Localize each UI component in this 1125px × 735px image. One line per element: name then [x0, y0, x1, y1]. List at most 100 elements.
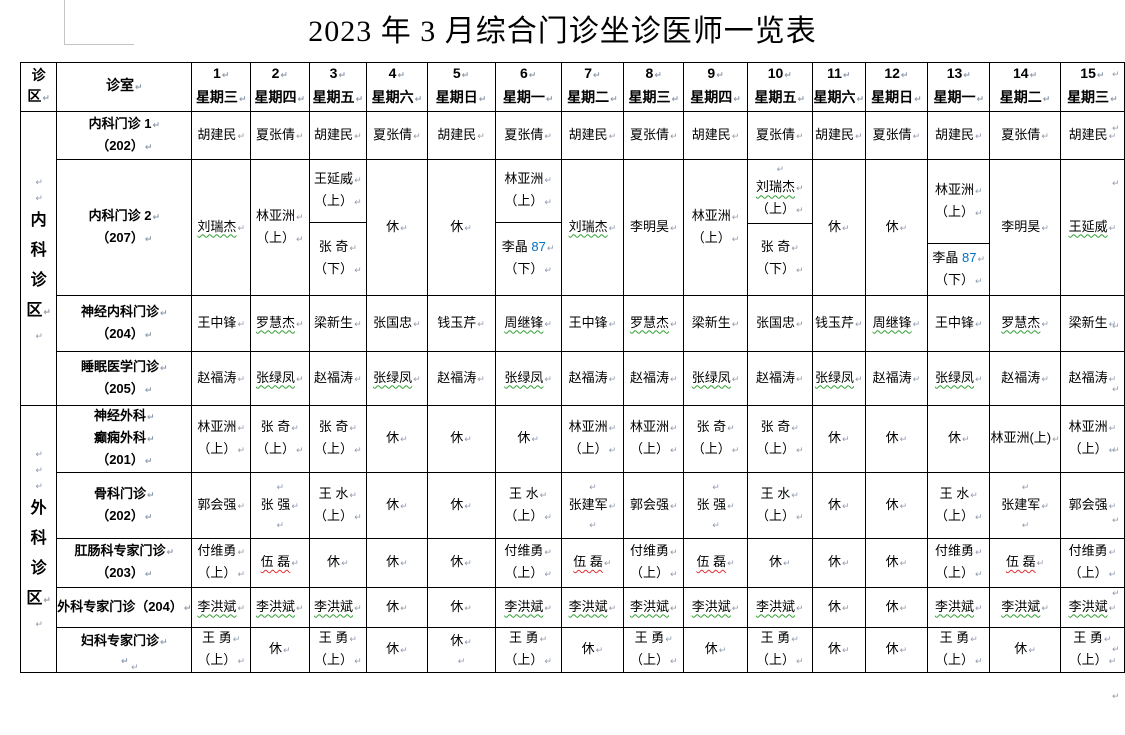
rest-cell: 休↵	[249, 627, 310, 673]
doctor-name: 付维勇	[1068, 543, 1108, 558]
day-column-header: 5↵ 星期日↵	[426, 62, 496, 112]
paragraph-mark: ↵	[464, 223, 472, 234]
document-page: { "title": "2023 年 3 月综合门诊坐诊医师一览表", "mar…	[19, 0, 1125, 702]
doctor-line: 休↵	[948, 428, 970, 450]
session-label: （上）	[691, 229, 731, 245]
doctor-cell: 赵福涛↵	[191, 351, 251, 406]
room-name: 神经内科门诊↵	[58, 302, 191, 324]
doctor-cell: 张绿凤↵	[366, 351, 428, 406]
room-name: 肛肠科专家门诊	[74, 543, 166, 558]
empty-line-mark: ↵	[58, 653, 191, 669]
cell-content: 赵福涛↵	[562, 353, 622, 405]
doctor-line: 休↵	[886, 428, 908, 450]
doctor-line: 王 勇↵	[319, 629, 357, 651]
rest-cell: 休↵	[864, 587, 929, 628]
session-label: （上）	[934, 203, 974, 219]
doctor-line: 夏张倩↵	[630, 125, 678, 147]
paragraph-mark: ↵	[291, 501, 299, 512]
session-label: （上）	[1068, 565, 1108, 580]
doctor-name: 张 奇	[760, 239, 791, 255]
cell-content: 休↵	[866, 629, 926, 672]
paragraph-mark: ↵	[608, 374, 617, 385]
rest-label: 休	[947, 430, 961, 445]
doctor-cell: 李洪斌↵	[989, 587, 1061, 628]
doctor-line: 王中锋↵	[935, 313, 983, 335]
empty-line-mark: ↵	[275, 479, 284, 495]
doctor-name: 王 勇	[509, 630, 539, 645]
paragraph-mark: ↵	[1041, 319, 1049, 330]
schedule-cell-split: 林亚洲↵ （上）↵ 李晶 87↵ （下）↵	[494, 159, 562, 296]
doctor-name: 王 勇	[939, 630, 970, 645]
paragraph-mark: ↵	[592, 71, 601, 81]
doctor-name: 王中锋	[934, 314, 974, 330]
doctor-line: 胡建民↵	[437, 125, 485, 147]
doctor-line: 休↵	[886, 495, 908, 517]
doctor-line: 李晶 87↵	[502, 237, 555, 259]
doctor-cell: 张 奇↵ （上）↵	[308, 405, 368, 473]
doctor-cell: 刘瑞杰↵	[191, 159, 251, 296]
session-label: （上）	[755, 652, 795, 667]
doctor-name: 周继锋	[504, 314, 544, 330]
doctor-cell: 林亚洲↵ （上）↵	[683, 159, 748, 296]
cell-content: 休↵	[368, 474, 426, 538]
doctor-cell: 夏张倩↵	[746, 111, 813, 160]
day-column-header: 10↵ 星期五↵	[746, 62, 813, 112]
doctor-name: 张绿凤	[814, 369, 854, 385]
paragraph-mark: ↵	[855, 131, 863, 142]
doctor-line: 王中锋↵	[569, 313, 617, 335]
doctor-cell: 李洪斌↵	[308, 587, 368, 628]
rest-cell: 休↵	[426, 159, 496, 296]
doctor-line: 李洪斌↵	[1001, 597, 1049, 619]
page-margin-mark-vertical	[64, 0, 65, 45]
paragraph-mark: ↵	[1112, 179, 1120, 189]
session-label: （上）	[504, 565, 544, 580]
cell-content: 张 奇↵ （下）↵	[756, 224, 804, 295]
doctor-line: 休↵	[582, 639, 604, 661]
rest-cell: 休↵	[927, 405, 991, 473]
cell-content: 休↵	[310, 540, 366, 587]
doctor-line: 王延威↵	[314, 169, 362, 191]
session-label: （上）	[629, 441, 669, 456]
paragraph-mark: ↵	[899, 501, 908, 512]
paragraph-mark: ↵	[776, 165, 785, 176]
paragraph-mark: ↵	[539, 635, 548, 645]
cell-content: 李洪斌↵	[685, 589, 746, 627]
paragraph-mark: ↵	[349, 243, 357, 254]
paragraph-mark: ↵	[544, 319, 552, 330]
rest-label: 休	[450, 554, 464, 569]
paragraph-mark: ↵	[276, 520, 285, 531]
doctor-name: 王中锋	[568, 314, 608, 330]
session-label: （上）↵	[630, 439, 678, 461]
cell-content: 夏张倩↵	[748, 113, 811, 159]
split-cell: 林亚洲↵ （上）↵ 李晶 87↵ （下）↵	[496, 161, 561, 295]
paragraph-mark: ↵	[291, 424, 299, 434]
area-char: 诊	[30, 271, 47, 289]
session-label: （上）	[1068, 652, 1108, 667]
doctor-name: 钱玉芹	[814, 314, 854, 330]
row-end-mark: ↵	[1111, 508, 1120, 581]
paragraph-mark: ↵	[43, 596, 51, 606]
paragraph-mark: ↵	[1112, 322, 1120, 332]
session-label: （上）↵	[314, 439, 362, 461]
paragraph-mark: ↵	[608, 501, 617, 512]
room-cell: 肛肠科专家门诊↵ （203）↵	[56, 538, 193, 588]
cell-content: 林亚洲↵ （上）↵	[251, 161, 308, 295]
doctor-cell: ↵ 张建军↵ ↵	[989, 472, 1061, 539]
paragraph-mark: ↵	[608, 131, 617, 142]
day-number: 9	[707, 65, 716, 81]
paragraph-mark: ↵	[1112, 70, 1120, 80]
cell-content: 休↵	[562, 629, 622, 672]
doctor-line: 李洪斌↵	[935, 597, 983, 619]
cell-content: 李明昊↵	[625, 161, 683, 295]
paragraph-mark: ↵	[856, 95, 865, 105]
doctor-cell: 周继锋↵	[494, 295, 562, 352]
cell-content: 王中锋↵	[193, 297, 250, 351]
paragraph-mark: ↵	[795, 374, 804, 385]
doctor-line: 付维勇↵	[935, 541, 983, 563]
cell-content: 李洪斌↵	[1061, 589, 1123, 627]
day-number: 2	[271, 65, 280, 81]
cell-content: 伍 磊↵	[991, 540, 1059, 587]
day-number: 8	[645, 65, 654, 81]
paragraph-mark: ↵	[349, 635, 357, 645]
cell-content: ↵ 张 强↵ ↵	[251, 474, 308, 538]
